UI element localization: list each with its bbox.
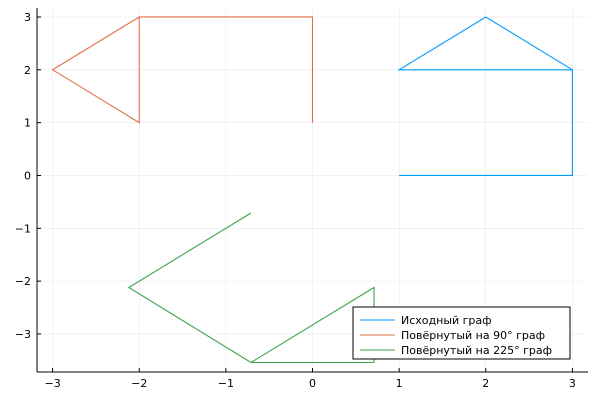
- y-tick-label: 1: [24, 117, 31, 130]
- x-tick-label: 1: [396, 377, 403, 390]
- y-tick-label: −3: [15, 328, 31, 341]
- series-line-2: [51, 16, 314, 124]
- legend: Исходный граф Повёрнутый на 90° граф Повёр…: [352, 306, 571, 360]
- plot-series: [51, 16, 573, 364]
- x-tick-label: −3: [44, 377, 60, 390]
- y-tick-label: −2: [15, 275, 31, 288]
- x-tick-label: −1: [218, 377, 234, 390]
- y-tick-label: 3: [24, 11, 31, 24]
- series-line-3: [127, 212, 375, 364]
- y-tick-label: 2: [24, 64, 31, 77]
- y-tick-label: 0: [24, 169, 31, 182]
- series-line-1: [397, 16, 573, 177]
- x-tick-label: 2: [482, 377, 489, 390]
- tick-labels: −3 −2 −1 0 1 2 3 −3 −2 −1 0 1 2 3: [15, 11, 576, 390]
- y-tick-label: −1: [15, 222, 31, 235]
- x-tick-label: 3: [569, 377, 576, 390]
- legend-label: Повёрнутый на 225° граф: [401, 344, 552, 357]
- x-tick-label: 0: [309, 377, 316, 390]
- legend-label: Повёрнутый на 90° граф: [401, 329, 545, 342]
- legend-label: Исходный граф: [401, 314, 492, 327]
- x-tick-label: −2: [131, 377, 147, 390]
